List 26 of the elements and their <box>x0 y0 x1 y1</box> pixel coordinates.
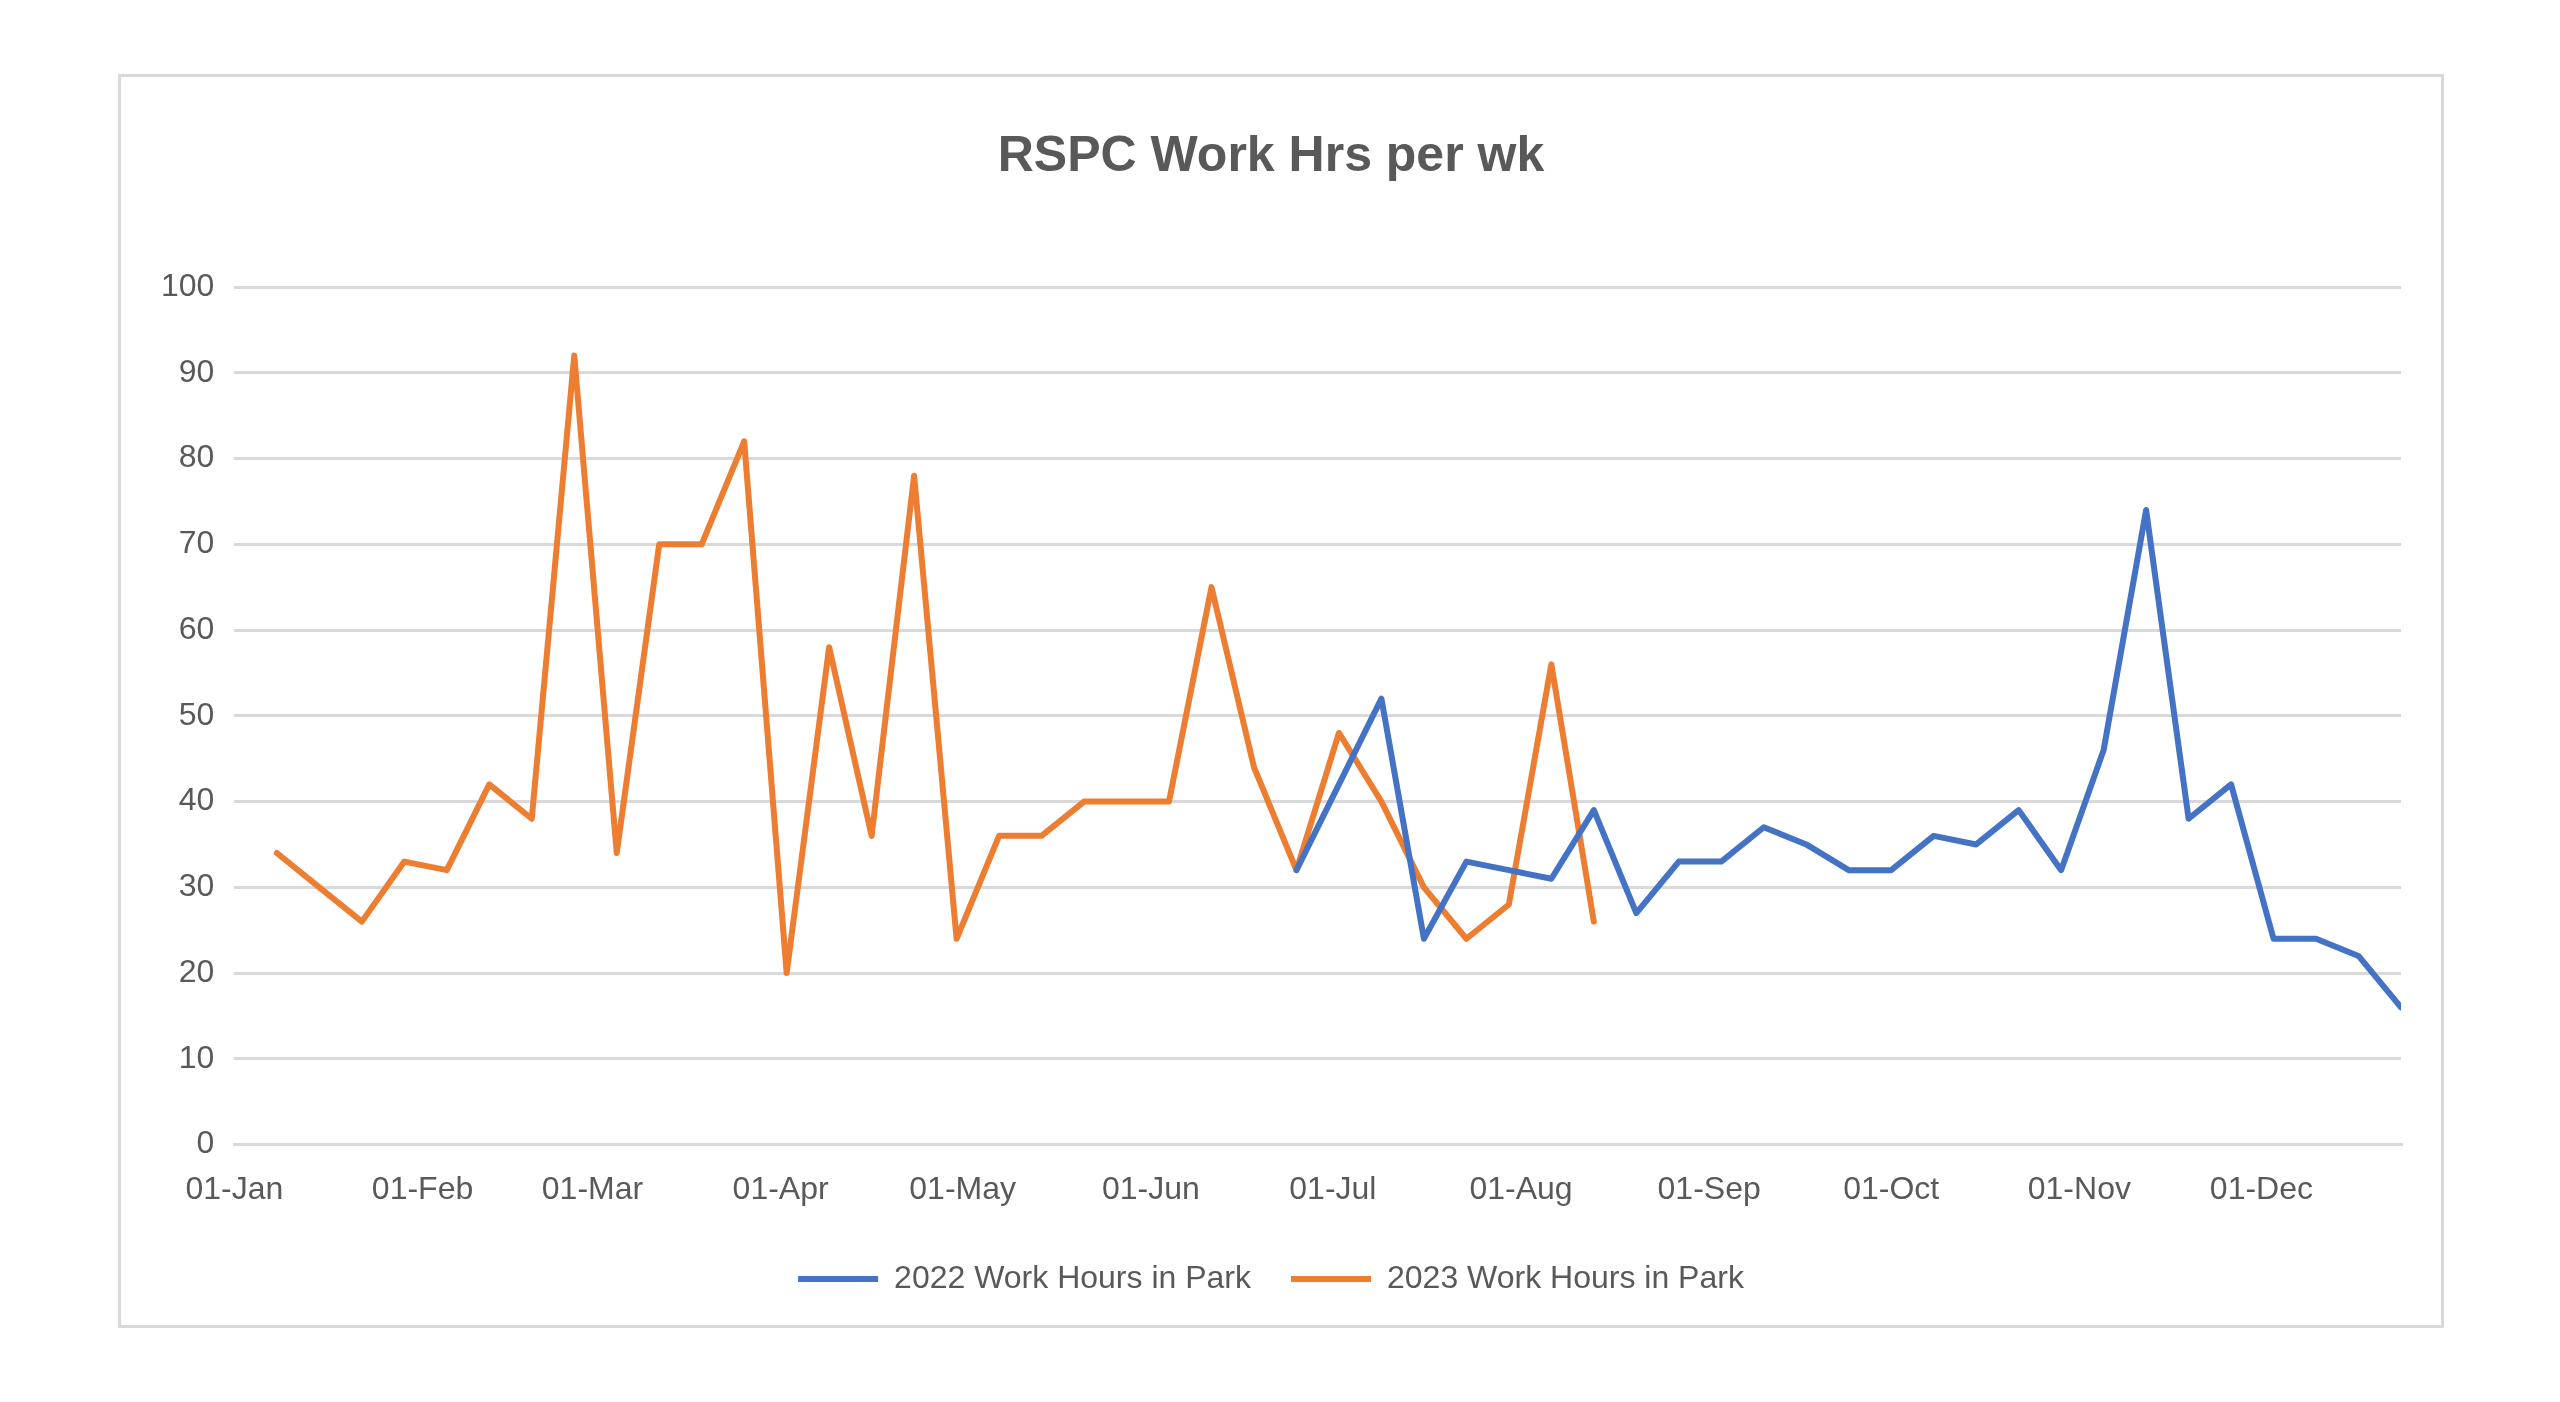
y-tick-label: 0 <box>196 1124 215 1161</box>
y-tick-label: 70 <box>178 524 215 561</box>
y-tick-label: 100 <box>161 266 215 303</box>
y-tick-label: 60 <box>178 609 215 646</box>
y-tick-label: 80 <box>178 438 215 475</box>
chart-title: RSPC Work Hrs per wk <box>997 125 1545 182</box>
legend-label: 2023 Work Hours in Park <box>1387 1258 1745 1295</box>
y-tick-label: 30 <box>178 867 215 904</box>
x-tick-label: 01-Nov <box>2027 1169 2131 1206</box>
x-tick-label: 01-Jun <box>1101 1169 1200 1206</box>
y-tick-label: 10 <box>178 1038 215 1075</box>
x-tick-label: 01-Mar <box>541 1169 644 1206</box>
y-tick-label: 50 <box>178 695 215 732</box>
x-tick-label: 01-Apr <box>732 1169 829 1206</box>
x-tick-label: 01-Oct <box>1843 1169 1940 1206</box>
x-tick-label: 01-Jul <box>1289 1169 1377 1206</box>
legend-label: 2022 Work Hours in Park <box>894 1258 1252 1295</box>
y-tick-label: 20 <box>178 952 215 989</box>
y-tick-label: 90 <box>178 352 215 389</box>
x-tick-label: 01-Feb <box>371 1169 474 1206</box>
x-tick-label: 01-Sep <box>1657 1169 1761 1206</box>
x-tick-label: 01-May <box>909 1169 1017 1206</box>
y-tick-label: 40 <box>178 781 215 818</box>
x-tick-label: 01-Dec <box>2209 1169 2313 1206</box>
x-tick-label: 01-Jan <box>185 1169 284 1206</box>
x-tick-label: 01-Aug <box>1469 1169 1573 1206</box>
